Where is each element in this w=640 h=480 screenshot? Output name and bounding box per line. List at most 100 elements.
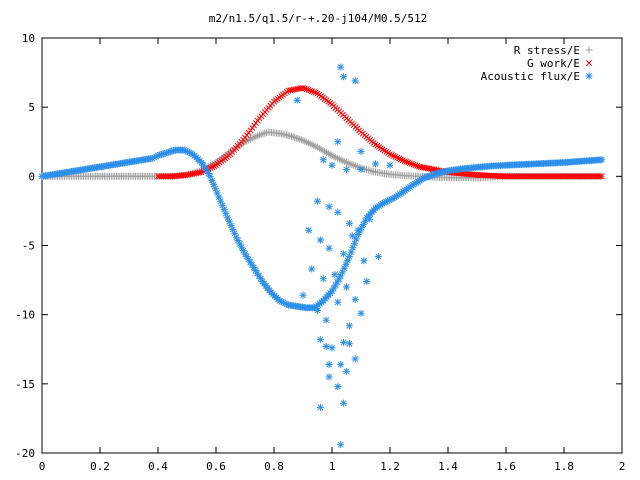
data-point (399, 157, 406, 164)
data-point (351, 295, 359, 303)
x-tick-label: 0.2 (90, 460, 110, 473)
data-point (316, 403, 324, 411)
x-tick: 2 (619, 38, 626, 473)
legend-item: G work/E (527, 57, 592, 70)
data-point (250, 133, 258, 141)
x-tick-label: 1.4 (438, 460, 458, 473)
x-tick-label: 0 (39, 460, 46, 473)
data-point (374, 253, 382, 261)
y-tick: 10 (22, 32, 622, 45)
data-point (368, 167, 376, 175)
data-point (310, 88, 317, 95)
data-point (297, 136, 305, 144)
data-point (334, 208, 342, 216)
series-layer (38, 63, 606, 449)
data-point (301, 137, 309, 145)
data-point (330, 152, 338, 160)
x-tick-label: 0.4 (148, 460, 168, 473)
x-tick: 0.6 (206, 38, 226, 473)
data-point (289, 133, 297, 141)
data-point (293, 96, 301, 104)
x-tick-label: 1.6 (496, 460, 516, 473)
data-point (333, 154, 341, 162)
y-tick-label: 5 (28, 101, 35, 114)
data-point (401, 158, 408, 165)
data-point (343, 367, 350, 375)
legend-label: G work/E (527, 57, 580, 70)
data-point (597, 173, 603, 180)
data-point (325, 360, 333, 368)
data-point (388, 152, 395, 159)
y-tick-label: -10 (15, 309, 35, 322)
data-point (209, 164, 216, 170)
data-point (337, 63, 345, 71)
data-point (326, 151, 334, 159)
data-point (309, 88, 316, 95)
data-point (386, 161, 394, 169)
data-point (234, 237, 242, 245)
chart-title: m2/n1.5/q1.5/r-+.20-j104/M0.5/512 (209, 12, 428, 25)
data-point (331, 271, 339, 279)
data-point (314, 197, 321, 205)
data-point (328, 287, 336, 295)
data-point (294, 135, 302, 143)
data-point (328, 152, 336, 160)
data-point (364, 166, 372, 174)
data-point (350, 161, 358, 169)
data-point (340, 399, 348, 407)
data-point (598, 173, 605, 180)
x-tick: 1.2 (380, 38, 400, 473)
data-point (291, 133, 299, 141)
data-point (340, 73, 348, 81)
data-point (211, 163, 218, 170)
data-point (387, 151, 393, 158)
data-point (345, 340, 353, 348)
x-tick: 0 (39, 38, 46, 473)
data-point (357, 147, 365, 155)
data-point (332, 153, 340, 161)
data-point (340, 338, 348, 346)
y-tick-label: -20 (15, 447, 35, 460)
data-point (308, 141, 316, 149)
data-point (344, 159, 352, 167)
x-tick: 1.4 (438, 38, 458, 473)
data-point (352, 162, 360, 170)
data-point (196, 169, 203, 176)
data-point (337, 360, 345, 368)
data-point (360, 257, 368, 265)
data-point (345, 322, 353, 330)
x-tick: 1.8 (554, 38, 574, 473)
data-point (323, 148, 331, 156)
data-point (301, 85, 308, 92)
data-point (296, 135, 304, 143)
data-point (405, 159, 412, 166)
data-point (357, 165, 365, 173)
data-point (304, 139, 312, 147)
legend-label: Acoustic flux/E (481, 70, 580, 83)
data-point (343, 159, 350, 166)
data-point (410, 161, 417, 168)
data-point (259, 130, 267, 138)
legend-marker (585, 72, 593, 80)
data-point (322, 316, 330, 324)
data-point (300, 84, 306, 91)
legend-label: R stress/E (514, 44, 580, 57)
data-point (335, 155, 343, 163)
data-point (397, 156, 404, 163)
data-point (299, 136, 307, 144)
data-point (348, 232, 356, 240)
data-point (394, 154, 401, 161)
data-point (248, 134, 256, 142)
data-point (325, 203, 333, 211)
data-point (392, 153, 399, 160)
data-point (246, 135, 254, 143)
data-point (408, 160, 415, 167)
x-tick-label: 2 (619, 460, 626, 473)
data-point (305, 226, 313, 234)
data-point (406, 160, 413, 167)
x-tick: 0.2 (90, 38, 110, 473)
data-point (337, 441, 345, 449)
data-point (306, 140, 314, 148)
